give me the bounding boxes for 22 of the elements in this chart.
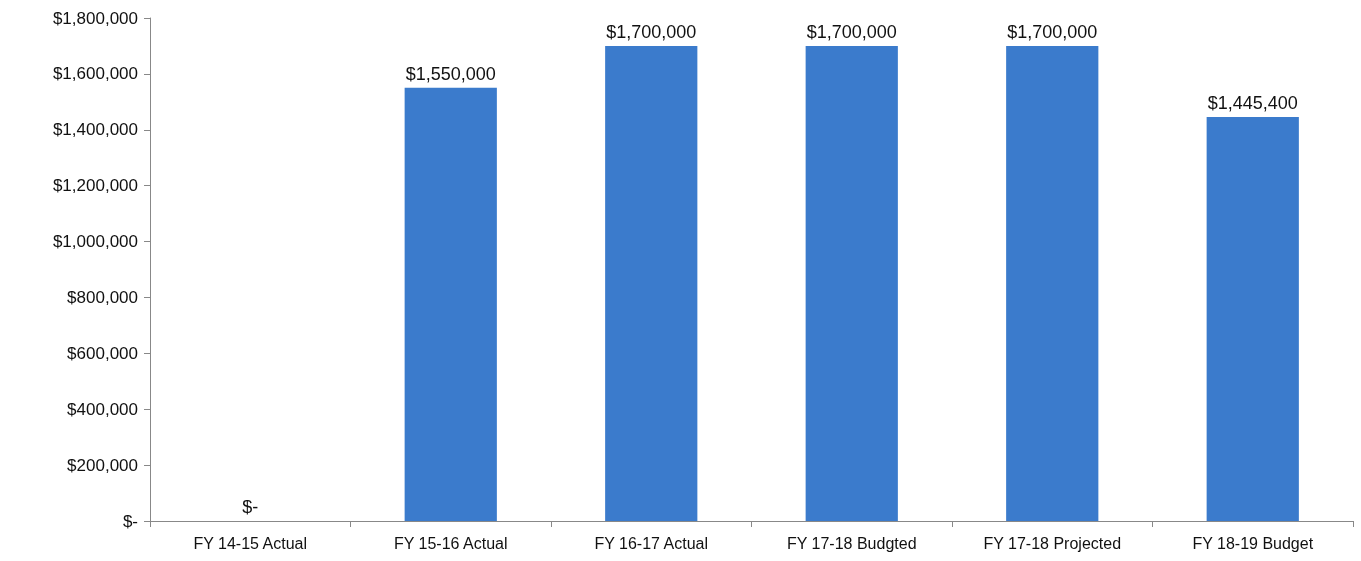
x-tick-label: FY 15-16 Actual [393,534,508,552]
y-tick-label: $800,000 [67,287,138,307]
data-label: $1,700,000 [1007,21,1098,42]
x-tick-label: FY 17-18 Projected [983,534,1122,552]
y-tick-label: $400,000 [67,399,138,419]
y-tick-label: $1,400,000 [52,120,138,140]
x-tick-label: FY 16-17 Actual [594,534,709,552]
data-label: $1,445,400 [1207,93,1298,114]
y-tick-label: $1,000,000 [52,232,138,252]
x-tick-label: FY 18-19 Budget [1192,534,1314,552]
y-tick-label: $600,000 [67,343,138,363]
y-tick-label: $- [122,511,138,531]
y-tick-label: $200,000 [67,455,138,475]
x-tick-label: FY 17-18 Budgted [786,534,917,552]
y-tick-label: $1,600,000 [52,64,138,84]
data-label: $- [242,497,259,517]
data-label: $1,700,000 [806,21,897,42]
y-tick-label: $1,800,000 [52,8,138,28]
x-tick-label: FY 14-15 Actual [193,534,308,552]
data-label: $1,550,000 [405,63,496,84]
y-tick-label: $1,200,000 [52,176,138,196]
data-label: $1,700,000 [606,21,697,42]
